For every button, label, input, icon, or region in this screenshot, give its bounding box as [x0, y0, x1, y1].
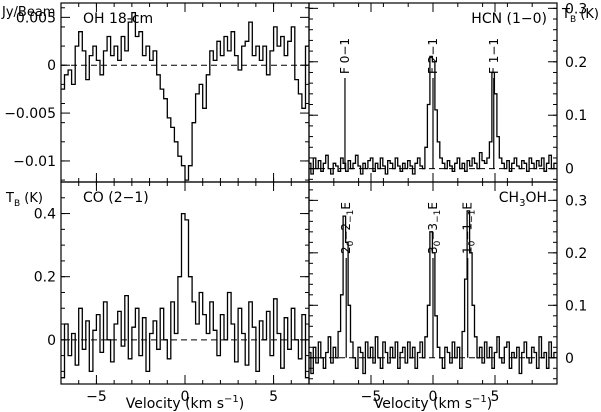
x-axis-label: Velocity (km s−1)	[126, 394, 245, 412]
panel-3: 0 0.2 0.4 −5 0 5 Velocity (km s−1) TB (K) CO (2−…	[5, 181, 310, 412]
panel-title: CH3OH	[499, 190, 547, 209]
x-tick-label: −5	[86, 389, 107, 405]
x-tick-label: −5	[361, 389, 382, 405]
x-tick-label: 0	[181, 389, 190, 405]
line-label: F 0−1	[338, 38, 352, 74]
y-tick-label: −0.01	[13, 154, 56, 170]
y-tick-label: 0.3	[565, 1, 587, 17]
panel-title: OH 18-cm	[83, 11, 153, 27]
y-tick-label: 0	[47, 58, 56, 74]
x-tick-label: 5	[269, 389, 278, 405]
line-label: 10−1−1E	[461, 202, 478, 254]
y-tick-label: 0.3	[565, 193, 587, 209]
y-tick-label: 0.2	[34, 270, 56, 286]
y-tick-label: 0.4	[34, 207, 56, 223]
y-tick-label: 0.1	[565, 108, 587, 124]
y-tick-label: 0.005	[16, 10, 56, 26]
y-axis-label: TB (K)	[561, 7, 599, 25]
line-label: F 1−1	[487, 38, 501, 74]
spectrum-series	[61, 212, 309, 379]
spectrum-series	[309, 55, 557, 175]
panel-1: 0.005 0 −0.005 −0.01 Jy/Beam OH 18-cm	[1, 2, 310, 183]
panel-frame	[60, 2, 310, 183]
panel-2: 0 0.1 0.2 0.3TB (K) HCN (1−0) F 0−1 F 2−1 F 1−1	[308, 1, 599, 183]
x-axis-label: Velocity (km s−1)	[374, 394, 493, 412]
line-label: F 2−1	[426, 38, 440, 74]
y-axis-label: Jy/Beam	[1, 5, 55, 20]
y-tick-label: 0	[565, 162, 574, 178]
line-label: 30−3−1E	[426, 202, 443, 254]
x-tick-label: 5	[491, 389, 500, 405]
y-axis-label: TB (K)	[5, 191, 43, 209]
y-tick-label: 0	[565, 351, 574, 367]
spectrum-series	[309, 210, 557, 375]
y-tick-label: 0	[47, 333, 56, 349]
line-label: 20−2−1E	[339, 202, 356, 254]
panel-frame	[60, 181, 310, 385]
spectrum-series	[61, 11, 309, 181]
y-tick-label: 0.1	[565, 298, 587, 314]
x-tick-label: 0	[429, 389, 438, 405]
panel-title: HCN (1−0)	[471, 11, 547, 27]
y-tick-label: 0.2	[565, 55, 587, 71]
panel-title: CO (2−1)	[83, 190, 149, 206]
y-tick-label: 0.2	[565, 246, 587, 262]
y-tick-label: −0.005	[4, 106, 56, 122]
